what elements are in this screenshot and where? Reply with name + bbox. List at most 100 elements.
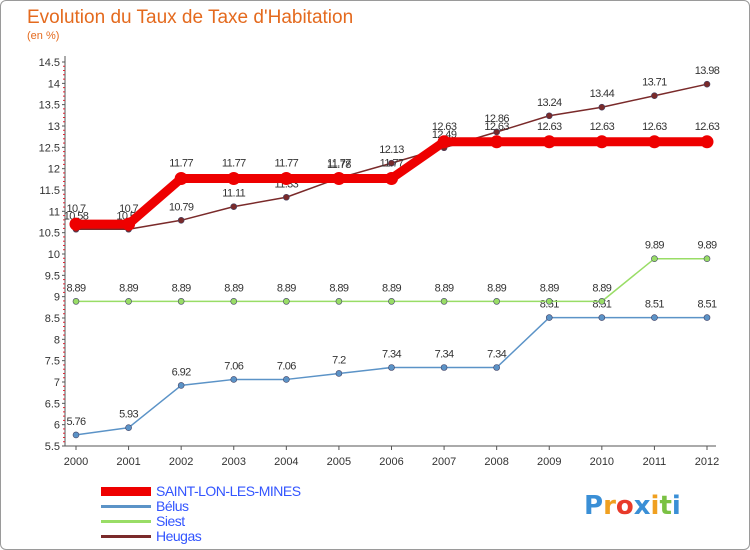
logo-letter: r [603,491,616,521]
data-label-siest: 8.89 [382,282,401,294]
data-label-belus: 7.34 [435,348,454,360]
data-point-saint-lon-les-mines [385,171,398,185]
data-point-heugas [703,80,711,88]
data-point-heugas [598,103,606,111]
x-tick-label: 2001 [116,456,140,468]
data-label-saint-lon-les-mines: 12.63 [590,121,615,133]
chart-title: Evolution du Taux de Taxe d'Habitation [27,7,354,28]
data-point-belus [651,314,658,321]
data-label-saint-lon-les-mines: 11.77 [380,157,404,169]
y-tick-label: 13.5 [39,100,60,112]
data-label-siest: 8.89 [119,282,138,294]
data-point-siest [440,298,448,305]
data-point-belus [72,431,80,439]
data-point-saint-lon-les-mines [332,171,346,185]
data-label-saint-lon-les-mines: 11.77 [327,157,351,169]
legend-item-saint-lon-les-mines: SAINT-LON-LES-MINES [101,484,401,499]
data-label-heugas: 11.11 [222,188,245,200]
chart-subtitle: (en %) [27,30,60,42]
data-label-heugas: 13.24 [537,97,562,109]
data-label-heugas: 13.71 [642,77,667,89]
data-point-siest [230,298,238,305]
data-point-saint-lon-les-mines [700,135,714,149]
y-tick-label: 6 [54,420,60,432]
data-label-saint-lon-les-mines: 12.63 [537,121,562,133]
data-point-belus [335,370,343,377]
data-label-siest: 9.89 [697,240,716,252]
legend: SAINT-LON-LES-MINES Bélus Siest Heugas [101,484,401,544]
data-point-belus [545,314,553,321]
data-label-saint-lon-les-mines: 11.77 [274,157,298,169]
data-point-saint-lon-les-mines [69,217,83,231]
data-label-saint-lon-les-mines: 10.7 [119,203,138,215]
data-label-belus: 6.92 [172,366,191,378]
data-point-saint-lon-les-mines [437,135,451,149]
y-tick-label: 5.5 [45,441,60,453]
data-point-belus [493,364,500,371]
y-tick-label: 13 [48,121,60,133]
legend-swatch-siest [101,520,151,523]
y-tick-label: 7.5 [45,356,60,368]
y-tick-label: 11.5 [39,185,60,197]
data-label-siest: 8.89 [329,282,348,294]
legend-label-heugas: Heugas [156,528,202,544]
data-point-saint-lon-les-mines [490,135,504,149]
data-label-heugas: 12.13 [379,144,404,156]
x-tick-label: 2006 [379,456,403,468]
data-point-belus [283,376,290,383]
x-tick-label: 2004 [274,456,298,468]
data-label-saint-lon-les-mines: 12.63 [642,121,667,133]
data-point-heugas [177,216,185,224]
data-point-saint-lon-les-mines [174,171,188,185]
data-point-belus [388,364,395,371]
data-label-siest: 8.89 [277,282,296,294]
data-point-heugas [283,193,290,201]
y-tick-label: 6.5 [45,398,60,410]
data-label-heugas: 13.44 [590,88,615,100]
y-tick-label: 10 [48,249,60,261]
data-point-siest [703,255,711,262]
x-tick-label: 2000 [64,456,88,468]
data-point-belus [598,314,606,321]
data-point-belus [230,376,238,383]
y-tick-label: 9.5 [45,270,60,282]
data-point-siest [72,298,80,305]
data-label-belus: 7.06 [277,360,296,372]
data-point-siest [598,298,606,305]
data-label-belus: 7.06 [224,360,243,372]
data-point-siest [335,298,343,305]
data-label-belus: 5.76 [66,416,85,428]
y-tick-label: 11 [49,206,60,218]
data-point-heugas [388,159,395,167]
data-label-siest: 8.89 [592,282,611,294]
proxiti-logo: Proxiti [584,491,681,521]
x-tick-label: 2008 [484,456,508,468]
data-label-saint-lon-les-mines: 10.7 [66,203,85,215]
logo-letter: x [633,491,651,521]
legend-swatch-saint-lon-les-mines [101,487,151,496]
data-point-saint-lon-les-mines [122,217,136,231]
data-label-siest: 8.89 [435,282,454,294]
data-label-heugas: 13.98 [695,65,720,77]
data-point-saint-lon-les-mines [542,135,556,149]
legend-swatch-belus [101,505,151,508]
data-label-siest: 8.89 [487,282,506,294]
data-label-heugas: 10.79 [169,201,194,213]
logo-letter: P [584,491,604,521]
x-tick-label: 2003 [222,456,246,468]
legend-swatch-heugas [101,535,151,538]
data-point-saint-lon-les-mines [647,135,661,149]
x-tick-label: 2010 [590,456,614,468]
data-point-heugas [651,92,658,100]
data-point-siest [125,298,132,305]
data-label-siest: 8.89 [172,282,191,294]
data-point-heugas [230,203,238,210]
y-tick-label: 7 [54,377,60,389]
x-tick-label: 2012 [695,456,719,468]
x-tick-label: 2002 [169,456,193,468]
data-label-saint-lon-les-mines: 12.63 [695,121,720,133]
data-point-saint-lon-les-mines [595,135,609,149]
data-label-belus: 7.2 [332,354,346,366]
